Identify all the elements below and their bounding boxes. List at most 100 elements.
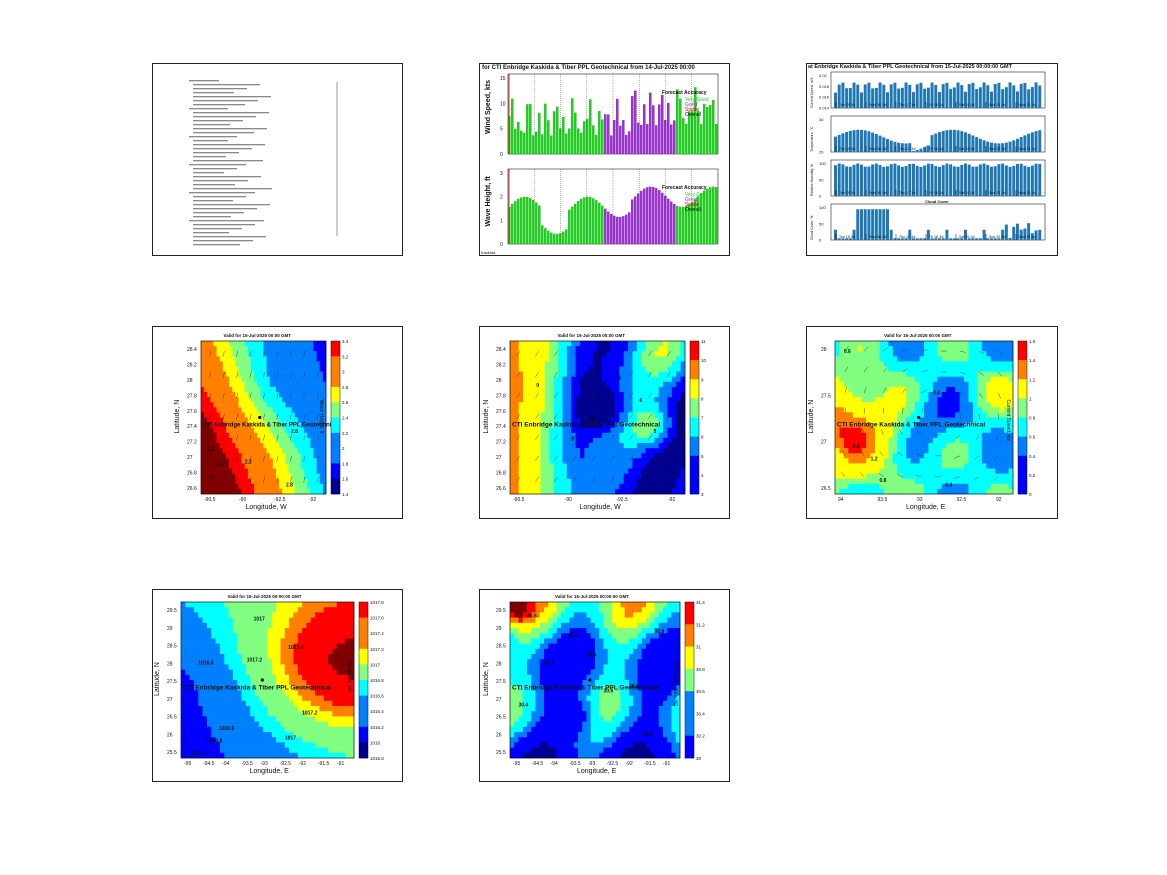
contour-cell bbox=[554, 463, 559, 468]
contour-cell bbox=[1000, 387, 1005, 392]
contour-cell bbox=[204, 489, 207, 494]
contour-cell bbox=[320, 341, 323, 346]
contour-cell bbox=[884, 351, 889, 356]
contour-cell bbox=[862, 397, 867, 402]
contour-cell bbox=[250, 633, 255, 639]
contour-cell bbox=[615, 402, 620, 407]
contour-cell bbox=[888, 372, 893, 377]
contour-cell bbox=[270, 479, 273, 484]
contour-cell bbox=[528, 346, 533, 351]
contour-cell bbox=[875, 351, 880, 356]
bar bbox=[526, 197, 529, 244]
contour-cell bbox=[190, 737, 195, 743]
contour-cell bbox=[1004, 387, 1009, 392]
bar bbox=[715, 124, 718, 154]
contour-cell bbox=[211, 638, 216, 644]
contour-cell bbox=[207, 367, 210, 372]
colorbar-segment bbox=[331, 372, 340, 388]
contour-cell bbox=[960, 438, 965, 443]
contour-cell bbox=[279, 463, 282, 468]
contour-cell bbox=[510, 443, 515, 448]
contour-cell bbox=[598, 402, 603, 407]
contour-cell bbox=[906, 351, 911, 356]
contour-cell bbox=[523, 402, 528, 407]
contour-cell bbox=[523, 392, 528, 397]
contour-cell bbox=[232, 489, 235, 494]
contour-cell bbox=[217, 346, 220, 351]
bar bbox=[571, 98, 574, 154]
contour-cell bbox=[246, 753, 251, 759]
contour-cell bbox=[628, 361, 633, 366]
contour-cell bbox=[233, 618, 238, 624]
contour-cell bbox=[198, 602, 203, 608]
contour-cell bbox=[242, 633, 247, 639]
contour-cell bbox=[250, 696, 255, 702]
contour-cell bbox=[1004, 479, 1009, 484]
contour-cell bbox=[1009, 367, 1014, 372]
contour-cell bbox=[233, 633, 238, 639]
contour-cell bbox=[920, 382, 925, 387]
contour-cell bbox=[232, 372, 235, 377]
contour-cell bbox=[633, 474, 638, 479]
contour-cell bbox=[893, 489, 898, 494]
contour-cell bbox=[937, 341, 942, 346]
contour-cell bbox=[893, 433, 898, 438]
contour-cell bbox=[549, 377, 554, 382]
contour-cell bbox=[964, 433, 969, 438]
contour-cell bbox=[598, 438, 603, 443]
contour-cell bbox=[1004, 458, 1009, 463]
contour-cell bbox=[257, 361, 260, 366]
contour-cell bbox=[232, 433, 235, 438]
contour-cell bbox=[920, 448, 925, 453]
contour-cell bbox=[946, 407, 951, 412]
contour-cell bbox=[314, 438, 317, 443]
contour-cell bbox=[576, 443, 581, 448]
contour-cell bbox=[871, 351, 876, 356]
contour-cell bbox=[257, 448, 260, 453]
contour-cell bbox=[893, 438, 898, 443]
contour-cell bbox=[602, 367, 607, 372]
contour-cell bbox=[239, 397, 242, 402]
contour-cell bbox=[906, 361, 911, 366]
report-line bbox=[193, 196, 246, 197]
contour-cell bbox=[668, 453, 673, 458]
contour-cell bbox=[251, 407, 254, 412]
contour-cell bbox=[659, 484, 664, 489]
contour-cell bbox=[602, 382, 607, 387]
contour-cell bbox=[571, 479, 576, 484]
contour-cell bbox=[848, 377, 853, 382]
contour-cell bbox=[260, 443, 263, 448]
contour-cell bbox=[839, 484, 844, 489]
contour-cell bbox=[880, 361, 885, 366]
contour-cell bbox=[554, 361, 559, 366]
contour-cell bbox=[911, 402, 916, 407]
contour-cell bbox=[606, 397, 611, 402]
bar bbox=[919, 238, 922, 240]
contour-cell bbox=[650, 351, 655, 356]
report-line bbox=[193, 152, 239, 153]
contour-cell bbox=[654, 361, 659, 366]
contour-cell bbox=[246, 644, 251, 650]
contour-cell bbox=[190, 670, 195, 676]
contour-cell bbox=[576, 489, 581, 494]
contour-cell bbox=[216, 654, 221, 660]
contour-cell bbox=[254, 453, 257, 458]
contour-cell bbox=[857, 469, 862, 474]
contour-cell bbox=[853, 346, 858, 351]
contour-cell bbox=[216, 716, 221, 722]
contour-cell bbox=[589, 356, 594, 361]
contour-cell bbox=[584, 382, 589, 387]
contour-cell bbox=[991, 418, 996, 423]
contour-cell bbox=[951, 453, 956, 458]
contour-cell bbox=[245, 356, 248, 361]
y-tick-label: 28.2 bbox=[496, 362, 506, 368]
contour-cell bbox=[615, 412, 620, 417]
bar bbox=[979, 87, 982, 108]
contour-cell bbox=[563, 484, 568, 489]
contour-cell bbox=[563, 453, 568, 458]
contour-cell bbox=[223, 346, 226, 351]
contour-cell bbox=[207, 706, 212, 712]
contour-cell bbox=[279, 433, 282, 438]
contour-cell bbox=[181, 701, 186, 707]
